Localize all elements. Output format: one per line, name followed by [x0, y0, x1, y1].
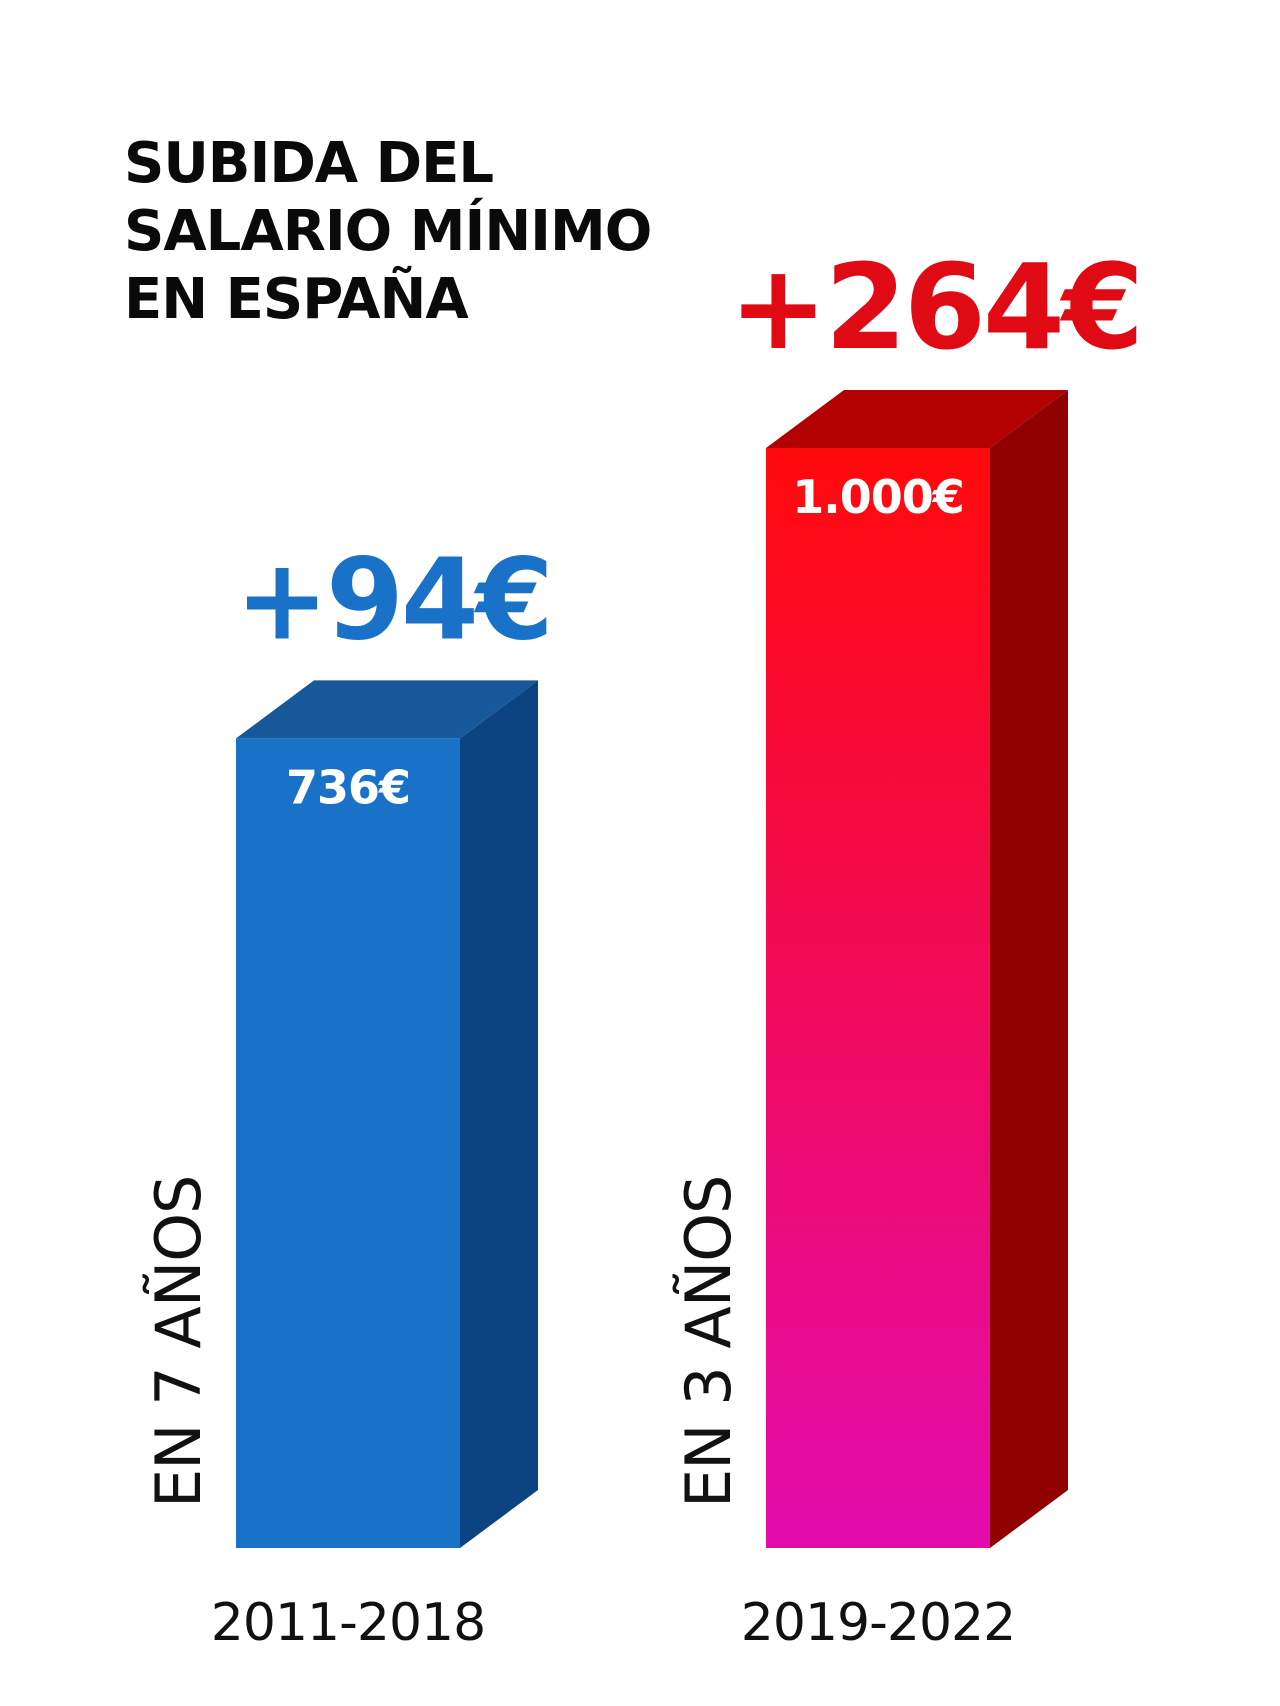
chart-title-line-1: SUBIDA DEL [124, 131, 494, 196]
bar-2 [766, 448, 990, 1548]
chart-title-line-3: EN ESPAÑA [124, 267, 469, 332]
bar-1-period-label: EN 7 AÑOS [142, 1176, 215, 1508]
bar-2-value-label: 1.000€ [792, 470, 964, 524]
bar-1-value-label: 736€ [286, 760, 410, 814]
bar-2-period-label: EN 3 AÑOS [672, 1176, 745, 1508]
category-label-2: 2019-2022 [741, 1593, 1015, 1653]
bar-2-increase-label: +264€ [729, 238, 1141, 376]
bar-2-side [990, 390, 1068, 1548]
bar-1-increase-label: +94€ [235, 535, 551, 665]
chart-title-line-2: SALARIO MÍNIMO [124, 199, 652, 264]
bar-1-side [460, 680, 538, 1548]
bar-1-top [236, 680, 538, 739]
bar-1 [236, 738, 460, 1548]
bar-2-top [766, 390, 1068, 448]
category-label-1: 2011-2018 [211, 1593, 485, 1653]
